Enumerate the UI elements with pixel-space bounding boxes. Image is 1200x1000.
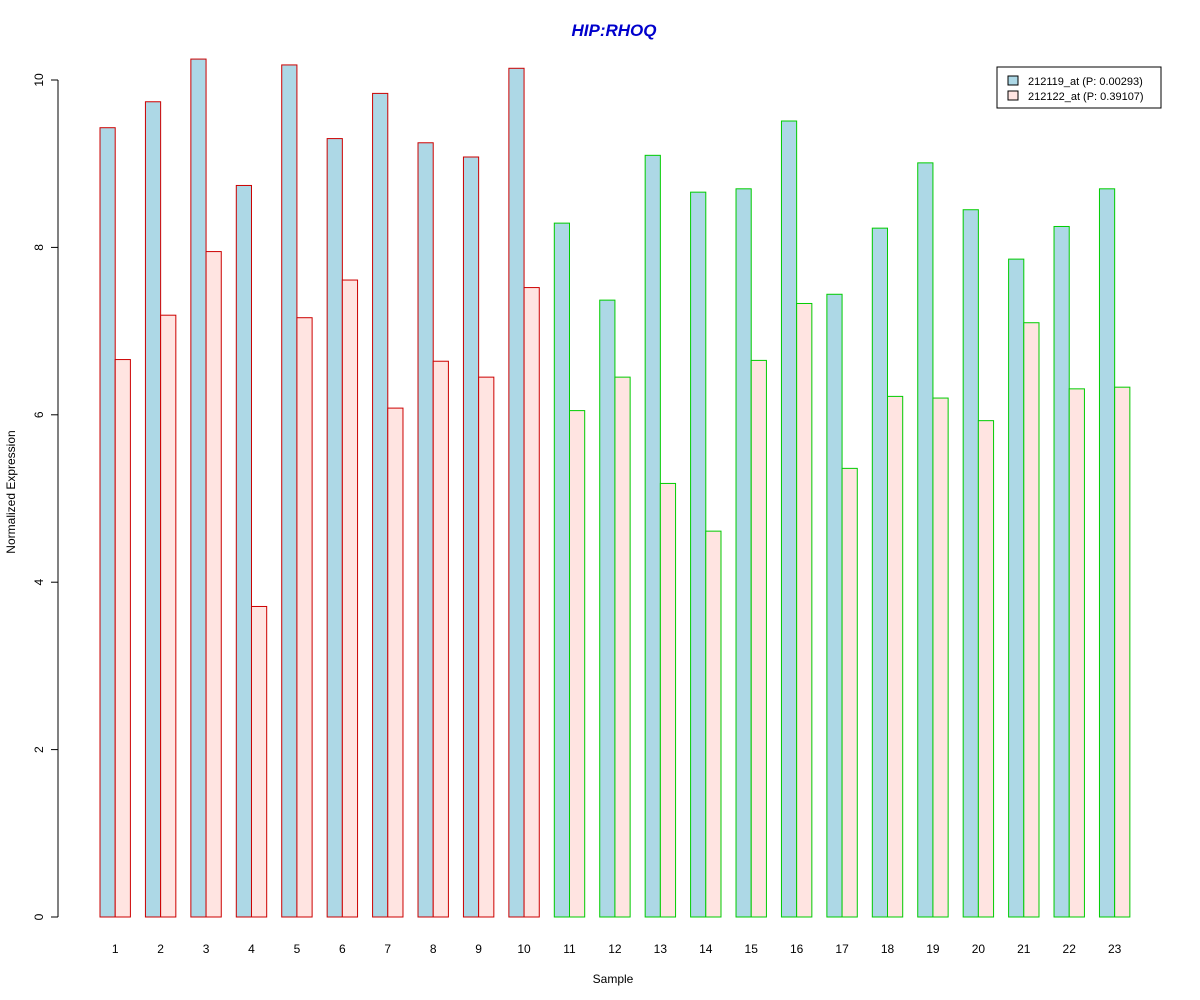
bar-sample-6-series-1 xyxy=(326,138,343,918)
x-tick-label: 10 xyxy=(517,942,531,956)
bar-sample-7-series-1 xyxy=(372,92,389,918)
bar-sample-8-series-2 xyxy=(432,360,449,918)
x-tick-label: 15 xyxy=(745,942,759,956)
y-axis-title: Normalized Expression xyxy=(4,430,18,553)
bar-sample-11-series-1 xyxy=(553,222,570,918)
bar-sample-9-series-2 xyxy=(478,376,495,918)
bar-sample-19-series-2 xyxy=(932,397,949,918)
bar-sample-20-series-2 xyxy=(977,420,995,918)
bar-sample-20-series-1 xyxy=(962,209,979,918)
bar-sample-2-series-1 xyxy=(144,101,162,918)
bar-sample-12-series-1 xyxy=(599,299,616,918)
bar-sample-18-series-1 xyxy=(871,227,889,918)
legend-label-series-2: 212122_at (P: 0.39107) xyxy=(1028,91,1144,103)
bar-sample-3-series-1 xyxy=(190,58,207,918)
x-tick-label: 4 xyxy=(248,942,255,956)
x-tick-label: 3 xyxy=(203,942,210,956)
bar-sample-17-series-1 xyxy=(826,293,843,918)
legend-swatch-series-1 xyxy=(1007,75,1019,86)
bar-sample-5-series-1 xyxy=(281,64,298,918)
x-tick-label: 7 xyxy=(384,942,391,956)
x-tick-label: 11 xyxy=(563,942,576,956)
y-tick-label: 2 xyxy=(32,746,46,753)
bar-sample-14-series-2 xyxy=(705,530,722,918)
bar-sample-9-series-1 xyxy=(462,156,480,918)
legend: 212119_at (P: 0.00293) 212122_at (P: 0.3… xyxy=(996,66,1162,109)
x-tick-label: 16 xyxy=(790,942,804,956)
x-tick-label: 12 xyxy=(608,942,622,956)
x-tick-label: 2 xyxy=(157,942,164,956)
y-tick-label: 0 xyxy=(32,913,46,920)
bar-sample-14-series-1 xyxy=(690,191,707,918)
x-tick-label: 22 xyxy=(1063,942,1077,956)
bar-sample-22-series-2 xyxy=(1068,388,1085,918)
bar-sample-21-series-1 xyxy=(1008,258,1025,918)
bar-sample-17-series-2 xyxy=(841,467,858,918)
chart-title: HIP:RHOQ xyxy=(572,21,657,40)
bar-sample-15-series-2 xyxy=(750,359,767,918)
y-tick-label: 4 xyxy=(32,579,46,586)
bar-sample-13-series-2 xyxy=(659,482,677,918)
x-axis-title: Sample xyxy=(593,972,634,986)
bar-sample-15-series-1 xyxy=(735,188,752,918)
bar-sample-11-series-2 xyxy=(569,410,586,918)
bar-sample-12-series-2 xyxy=(614,376,631,918)
x-tick-label: 1 xyxy=(112,942,119,956)
x-tick-label: 19 xyxy=(926,942,940,956)
x-tick-label: 17 xyxy=(835,942,849,956)
bar-sample-10-series-2 xyxy=(523,287,540,918)
x-tick-label: 13 xyxy=(654,942,668,956)
bar-sample-23-series-1 xyxy=(1098,188,1116,918)
x-tick-label: 18 xyxy=(881,942,895,956)
bar-sample-4-series-1 xyxy=(235,184,252,918)
bar-sample-7-series-2 xyxy=(387,407,404,918)
bar-sample-2-series-2 xyxy=(160,314,177,918)
x-tick-label: 6 xyxy=(339,942,346,956)
bar-sample-4-series-2 xyxy=(250,605,268,918)
legend-box xyxy=(996,66,1162,109)
x-tick-label: 14 xyxy=(699,942,713,956)
bar-sample-3-series-2 xyxy=(205,251,222,918)
x-tick-label: 5 xyxy=(294,942,301,956)
bars xyxy=(99,58,1131,918)
bar-sample-13-series-1 xyxy=(644,154,661,918)
legend-label-series-1: 212119_at (P: 0.00293) xyxy=(1028,76,1143,88)
bar-sample-21-series-2 xyxy=(1023,322,1040,918)
x-tick-label: 20 xyxy=(972,942,986,956)
bar-sample-10-series-1 xyxy=(508,67,525,918)
bar-sample-1-series-2 xyxy=(114,359,131,918)
y-tick-label: 8 xyxy=(32,244,46,251)
bar-sample-8-series-1 xyxy=(417,142,434,918)
bar-sample-18-series-2 xyxy=(887,395,904,918)
bar-sample-1-series-1 xyxy=(99,127,116,918)
y-axis: 0 2 4 6 8 10 xyxy=(32,73,59,920)
x-tick-label: 8 xyxy=(430,942,437,956)
y-tick-label: 6 xyxy=(32,411,46,418)
bar-sample-6-series-2 xyxy=(341,279,359,918)
bar-sample-16-series-2 xyxy=(796,302,813,918)
x-tick-label: 23 xyxy=(1108,942,1122,956)
x-tick-label: 9 xyxy=(475,942,482,956)
x-tick-labels: 1 2 3 4 5 6 7 8 9 10 11 12 13 14 15 16 17 18 19 20 21 22 23 xyxy=(112,942,1122,956)
legend-swatch-series-2 xyxy=(1007,90,1019,101)
bar-sample-23-series-2 xyxy=(1114,386,1131,918)
bar-sample-5-series-2 xyxy=(296,317,313,918)
x-tick-label: 21 xyxy=(1017,942,1031,956)
bar-sample-19-series-1 xyxy=(917,162,934,918)
bar-sample-22-series-1 xyxy=(1053,225,1070,918)
y-tick-label: 10 xyxy=(32,73,46,87)
bar-sample-16-series-1 xyxy=(780,120,798,918)
